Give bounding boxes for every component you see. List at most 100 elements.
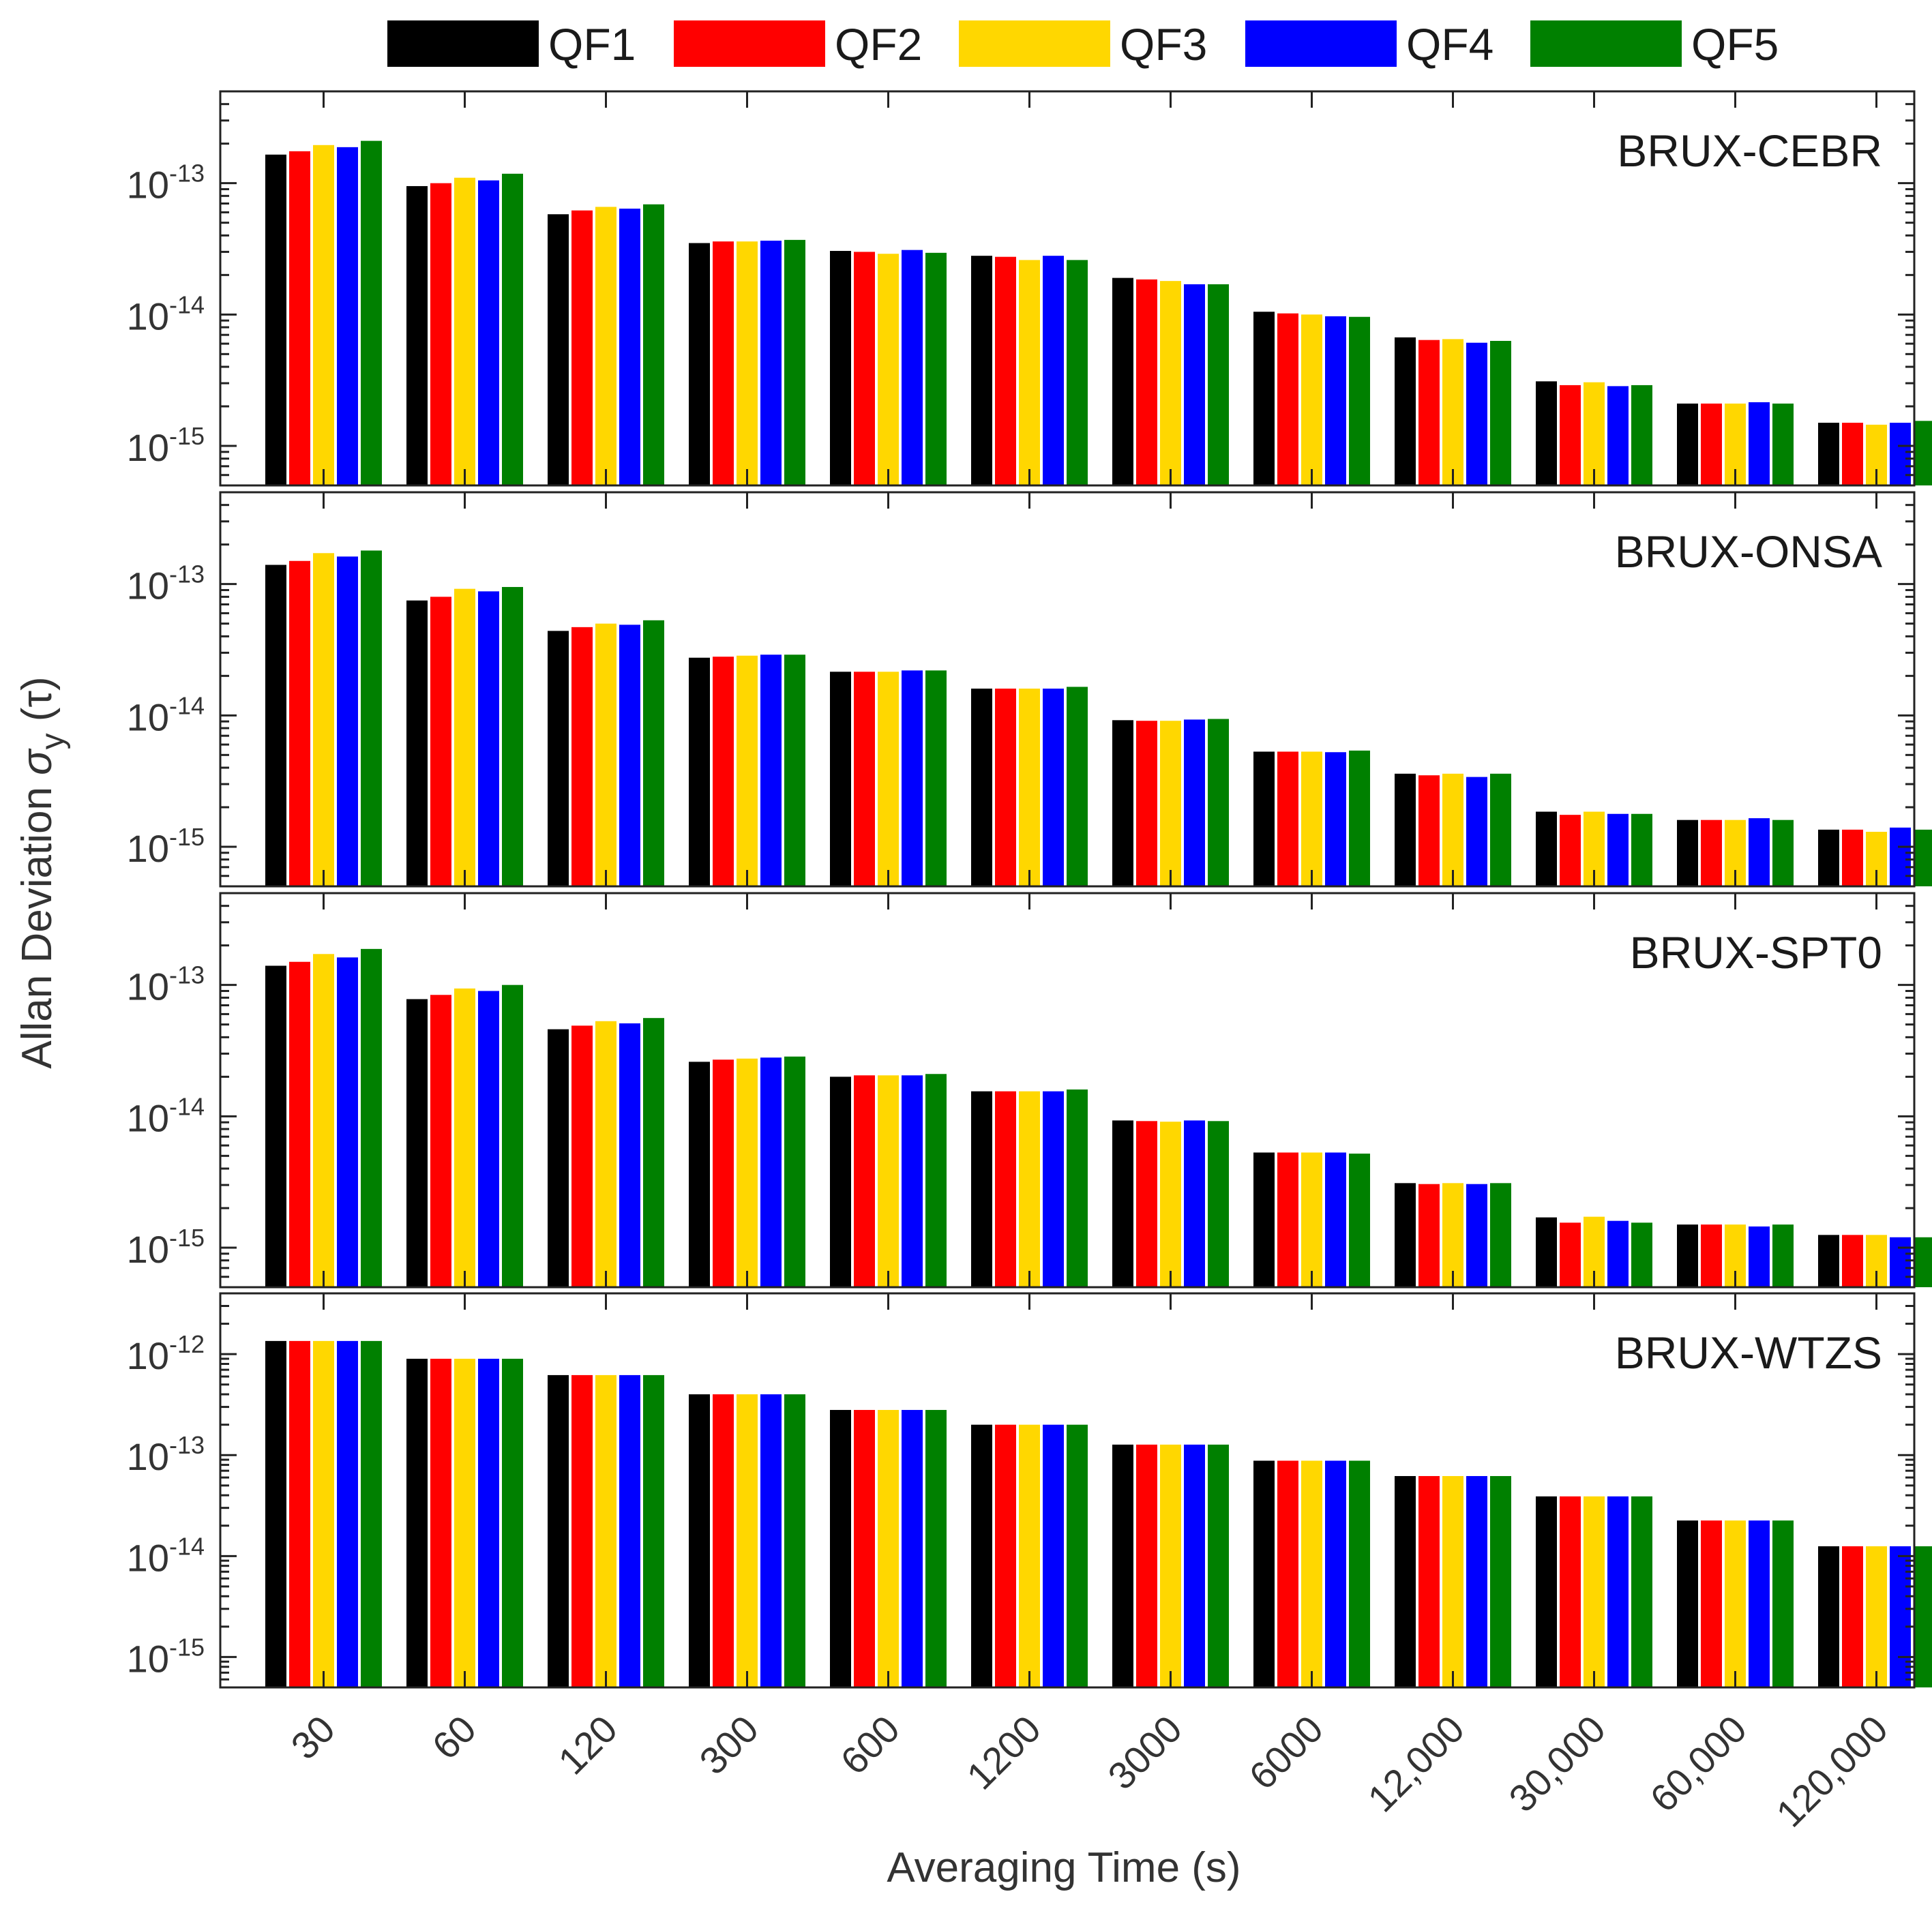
- y-tick-label-brux-cebr--15: 10-15: [127, 422, 205, 469]
- y-tick-label-brux-wtzs--15: 10-15: [127, 1633, 205, 1680]
- legend: QF1 QF2 QF3 QF4 QF5: [387, 19, 1779, 70]
- y-tick-base: 10: [127, 1435, 169, 1478]
- y-tick-base: 10: [127, 164, 169, 207]
- bar-brux-wtzs-300-qf1: [689, 1394, 710, 1687]
- y-axis-title-suffix: (τ): [14, 676, 61, 733]
- bar-brux-wtzs-1200-qf4: [1043, 1424, 1064, 1687]
- bar-brux-cebr-12000-qf5: [1490, 340, 1511, 485]
- bar-brux-spt0-120000-qf1: [1818, 1235, 1839, 1287]
- bar-brux-wtzs-60-qf1: [406, 1358, 428, 1687]
- bar-brux-cebr-6000-qf2: [1277, 313, 1298, 485]
- y-tick-label-brux-cebr--13: 10-13: [127, 160, 205, 207]
- panel-label-brux-wtzs: BRUX-WTZS: [1615, 1327, 1882, 1378]
- y-axis-title-prefix: Allan Deviation: [14, 775, 61, 1069]
- bar-brux-spt0-1200-qf1: [971, 1091, 992, 1287]
- bar-brux-onsa-30000-qf4: [1607, 813, 1629, 886]
- y-tick-base: 10: [127, 1096, 169, 1139]
- bar-brux-spt0-30-qf3: [313, 954, 334, 1287]
- bar-brux-cebr-3000-qf3: [1160, 281, 1181, 485]
- bar-brux-spt0-120000-qf5: [1914, 1237, 1932, 1287]
- bar-brux-cebr-120-qf5: [643, 204, 664, 485]
- bar-brux-wtzs-120-qf3: [595, 1374, 616, 1687]
- bar-brux-wtzs-60-qf4: [478, 1358, 499, 1687]
- bar-brux-onsa-30-qf4: [337, 556, 358, 886]
- bar-brux-onsa-12000-qf2: [1418, 775, 1440, 886]
- panel-frame-brux-onsa: [219, 491, 1916, 888]
- legend-label-qf1: QF1: [548, 19, 636, 70]
- y-tick-exponent: -13: [169, 560, 205, 588]
- bar-brux-wtzs-30-qf4: [337, 1340, 358, 1687]
- bar-brux-onsa-6000-qf3: [1301, 751, 1322, 886]
- bar-brux-spt0-60-qf4: [478, 991, 499, 1287]
- legend-swatch-qf3: [959, 20, 1110, 67]
- bar-brux-wtzs-30000-qf5: [1631, 1496, 1652, 1687]
- bar-brux-spt0-60000-qf5: [1772, 1224, 1794, 1287]
- bar-brux-wtzs-600-qf3: [878, 1410, 899, 1687]
- panel-frame-brux-cebr: [219, 90, 1916, 487]
- bar-brux-onsa-60000-qf2: [1701, 820, 1722, 886]
- bar-brux-wtzs-600-qf2: [854, 1410, 875, 1687]
- bar-brux-onsa-60-qf5: [502, 586, 523, 886]
- bar-brux-onsa-30000-qf1: [1536, 811, 1557, 886]
- bar-brux-onsa-1200-qf4: [1043, 689, 1064, 886]
- bar-brux-spt0-300-qf2: [713, 1059, 734, 1287]
- panel-label-brux-cebr: BRUX-CEBR: [1617, 125, 1882, 176]
- bar-brux-cebr-120000-qf2: [1842, 423, 1863, 485]
- bar-brux-cebr-300-qf5: [784, 239, 805, 485]
- bar-brux-onsa-300-qf1: [689, 657, 710, 886]
- bar-brux-onsa-3000-qf4: [1184, 719, 1205, 886]
- bar-brux-wtzs-120-qf1: [548, 1374, 569, 1687]
- bar-brux-cebr-300-qf1: [689, 243, 710, 485]
- bar-brux-cebr-1200-qf2: [995, 256, 1016, 485]
- y-tick-exponent: -14: [169, 1092, 205, 1120]
- bar-brux-cebr-60-qf4: [478, 180, 499, 485]
- bar-brux-cebr-60-qf2: [430, 183, 451, 485]
- bar-brux-onsa-12000-qf1: [1395, 773, 1416, 886]
- bar-brux-cebr-6000-qf3: [1301, 314, 1322, 485]
- bar-brux-spt0-300-qf4: [760, 1057, 782, 1287]
- bar-brux-onsa-30-qf1: [265, 565, 286, 886]
- panel-label-brux-spt0: BRUX-SPT0: [1630, 927, 1882, 978]
- bar-brux-cebr-600-qf3: [878, 254, 899, 485]
- panel-frame-brux-wtzs: [219, 1292, 1916, 1689]
- y-tick-base: 10: [127, 827, 169, 870]
- y-tick-exponent: -15: [169, 823, 205, 851]
- bar-brux-wtzs-60-qf3: [454, 1358, 475, 1687]
- bar-brux-spt0-600-qf2: [854, 1075, 875, 1287]
- bar-brux-cebr-12000-qf3: [1442, 339, 1463, 485]
- bar-brux-onsa-3000-qf5: [1208, 719, 1229, 886]
- y-tick-base: 10: [127, 1637, 169, 1680]
- bar-brux-cebr-30-qf1: [265, 154, 286, 486]
- legend-swatch-qf2: [674, 20, 825, 67]
- bar-brux-onsa-60-qf2: [430, 597, 451, 886]
- bar-brux-spt0-120-qf4: [619, 1023, 640, 1287]
- bar-brux-onsa-60-qf3: [454, 588, 475, 886]
- bar-brux-wtzs-30000-qf2: [1560, 1496, 1581, 1687]
- bar-brux-onsa-60-qf1: [406, 600, 428, 886]
- bar-brux-onsa-1200-qf3: [1019, 689, 1040, 886]
- y-tick-base: 10: [127, 1228, 169, 1271]
- bar-brux-onsa-1200-qf2: [995, 689, 1016, 886]
- bar-brux-onsa-12000-qf4: [1466, 777, 1487, 886]
- bar-brux-wtzs-60000-qf1: [1677, 1520, 1698, 1687]
- bar-brux-wtzs-60-qf5: [502, 1358, 523, 1687]
- bar-brux-spt0-600-qf3: [878, 1075, 899, 1287]
- bar-brux-spt0-6000-qf2: [1277, 1152, 1298, 1287]
- bar-brux-spt0-600-qf1: [830, 1077, 851, 1287]
- bar-brux-spt0-3000-qf3: [1160, 1122, 1181, 1287]
- bar-brux-spt0-1200-qf5: [1067, 1089, 1088, 1287]
- bar-brux-onsa-120000-qf5: [1914, 829, 1932, 886]
- y-tick-base: 10: [127, 965, 169, 1008]
- bar-brux-wtzs-12000-qf3: [1442, 1475, 1463, 1687]
- panel-label-brux-onsa: BRUX-ONSA: [1615, 526, 1882, 577]
- bar-brux-wtzs-60000-qf4: [1749, 1520, 1770, 1687]
- bar-brux-cebr-30000-qf5: [1631, 385, 1652, 485]
- legend-swatch-qf5: [1530, 20, 1682, 67]
- bar-brux-onsa-60-qf4: [478, 591, 499, 886]
- bar-brux-wtzs-120000-qf2: [1842, 1546, 1863, 1687]
- bar-brux-cebr-600-qf1: [830, 251, 851, 485]
- bar-brux-wtzs-1200-qf2: [995, 1424, 1016, 1687]
